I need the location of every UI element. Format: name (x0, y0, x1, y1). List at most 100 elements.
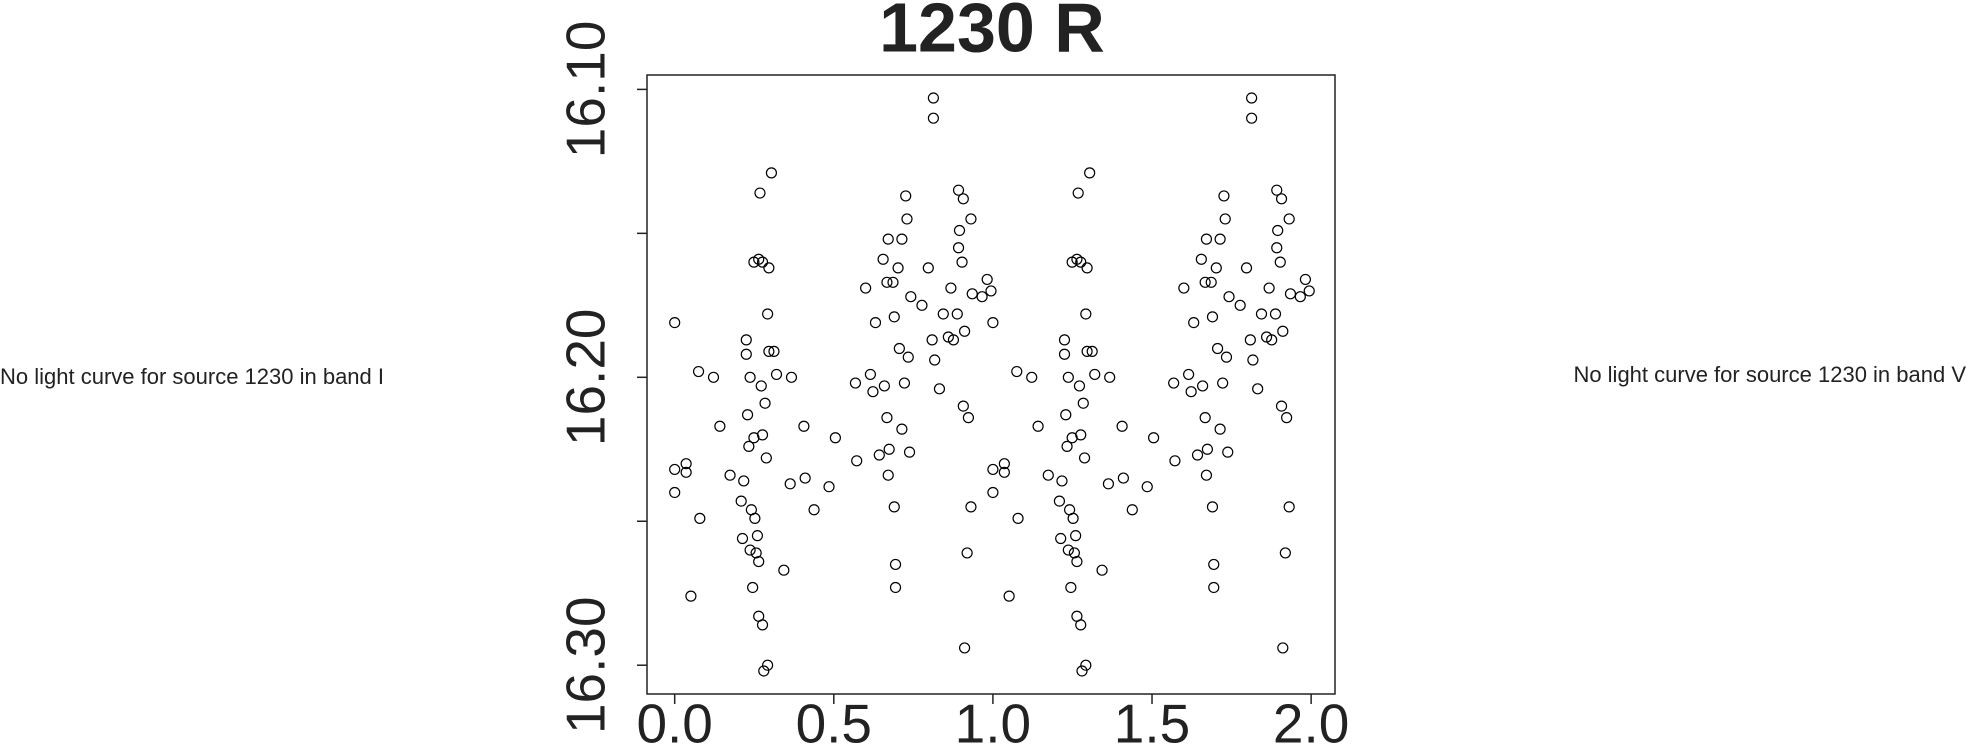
point (1272, 224, 1284, 237)
point (966, 288, 978, 300)
point (1217, 377, 1229, 389)
point (922, 262, 934, 274)
point (849, 377, 862, 389)
point (958, 325, 971, 337)
point (1214, 233, 1226, 245)
point (1096, 564, 1108, 576)
point (823, 481, 835, 493)
point (770, 368, 783, 381)
point (957, 400, 969, 412)
point (889, 558, 902, 571)
point (692, 365, 705, 378)
point (957, 193, 969, 205)
point (736, 532, 749, 545)
point (1081, 345, 1093, 357)
point (1141, 481, 1153, 493)
point (947, 334, 960, 346)
point (1067, 512, 1079, 524)
point (1277, 642, 1289, 654)
point (1089, 368, 1101, 381)
point (1086, 345, 1098, 357)
point (976, 291, 988, 303)
point (1246, 112, 1258, 124)
point (888, 501, 900, 513)
x-tick-label: 1.0 (955, 693, 1031, 752)
point (851, 455, 863, 467)
point (985, 285, 997, 297)
point (1071, 253, 1083, 265)
point (1117, 472, 1129, 484)
point (965, 213, 977, 225)
right-note: No light curve for source 1230 in band V (1573, 362, 1966, 387)
point (1208, 558, 1220, 571)
point (1126, 504, 1138, 516)
point (1053, 495, 1066, 507)
point (1214, 423, 1226, 435)
point (1062, 371, 1074, 383)
point (860, 282, 872, 294)
point (987, 317, 999, 329)
point (1071, 555, 1083, 568)
point (864, 368, 876, 381)
point (758, 665, 770, 677)
point (694, 512, 706, 524)
point (1116, 420, 1128, 432)
point (740, 348, 752, 360)
point (1252, 383, 1264, 395)
point (987, 486, 999, 499)
chart-title: 1230 R (879, 0, 1105, 66)
point (1077, 397, 1089, 409)
point (1246, 92, 1258, 104)
point (763, 345, 775, 357)
point (1080, 308, 1092, 320)
point (1208, 581, 1220, 594)
point (1197, 380, 1209, 392)
point (987, 463, 999, 476)
point (1271, 184, 1283, 196)
point (741, 409, 754, 421)
point (962, 412, 975, 424)
point (892, 262, 904, 274)
point (762, 659, 774, 671)
point (1220, 351, 1233, 363)
point (680, 466, 692, 478)
point (1075, 429, 1087, 441)
point (1032, 420, 1044, 432)
point (1076, 665, 1088, 677)
point (1195, 253, 1207, 265)
point (1169, 455, 1181, 467)
point (952, 184, 965, 196)
point (902, 351, 914, 363)
point (889, 581, 902, 594)
point (888, 311, 900, 323)
point (1081, 262, 1093, 274)
point (1148, 432, 1160, 444)
point (714, 420, 726, 432)
point (1255, 308, 1268, 320)
point (724, 469, 736, 481)
point (1102, 478, 1115, 490)
point (887, 276, 899, 288)
point (753, 253, 765, 265)
point (751, 530, 764, 542)
point (878, 380, 890, 392)
left-note: No light curve for source 1230 in band I (0, 364, 384, 389)
point (754, 187, 766, 199)
point (900, 190, 912, 202)
point (756, 619, 769, 631)
point (877, 253, 889, 265)
point (784, 478, 796, 490)
point (744, 371, 756, 383)
point (1075, 256, 1087, 268)
point (1299, 273, 1312, 286)
point (945, 282, 957, 294)
point (881, 412, 893, 424)
point (951, 308, 963, 320)
point (1294, 291, 1306, 303)
point (1211, 342, 1224, 355)
point (926, 334, 938, 346)
point (765, 167, 778, 179)
point (998, 458, 1010, 470)
